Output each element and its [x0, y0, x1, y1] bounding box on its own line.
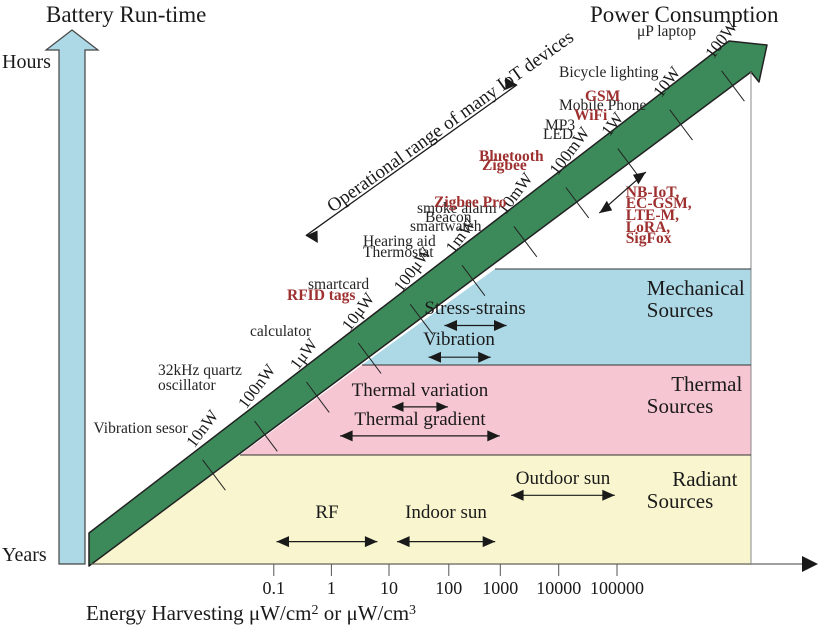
svg-text:Sources: Sources [647, 489, 714, 513]
svg-text:Radiant: Radiant [672, 467, 737, 491]
svg-text:1000: 1000 [482, 578, 518, 598]
svg-text:GSM: GSM [585, 88, 621, 105]
svg-text:0.1: 0.1 [263, 578, 286, 598]
svg-text:1: 1 [327, 578, 336, 598]
svg-text:Mechanical: Mechanical [647, 276, 745, 300]
svg-text:μP laptop: μP laptop [637, 23, 696, 40]
svg-text:smartwatch: smartwatch [410, 218, 482, 235]
svg-text:Thermostat: Thermostat [363, 244, 434, 261]
svg-text:oscillator: oscillator [158, 377, 217, 394]
svg-text:100: 100 [435, 578, 462, 598]
svg-text:RF: RF [315, 502, 338, 523]
svg-text:Outdoor sun: Outdoor sun [516, 468, 611, 489]
svg-text:Thermal variation: Thermal variation [352, 380, 489, 401]
svg-text:Battery Run-time: Battery Run-time [46, 2, 206, 27]
svg-text:Bicycle lighting: Bicycle lighting [559, 64, 659, 81]
svg-text:Vibration sesor: Vibration sesor [94, 420, 189, 437]
svg-text:Hours: Hours [2, 51, 51, 73]
svg-text:Energy Harvesting μW/cm2 or μW: Energy Harvesting μW/cm2 or μW/cm3 [86, 601, 416, 625]
svg-text:Stress-strains: Stress-strains [424, 298, 525, 319]
svg-text:LED: LED [543, 126, 573, 143]
svg-text:10: 10 [380, 578, 398, 598]
svg-text:Thermal gradient: Thermal gradient [354, 409, 486, 430]
svg-text:Sources: Sources [647, 394, 714, 418]
svg-text:100000: 100000 [590, 578, 644, 598]
svg-text:Sources: Sources [647, 298, 714, 322]
svg-text:calculator: calculator [250, 323, 312, 340]
svg-text:Years: Years [2, 544, 47, 566]
svg-text:Zigbee Pro: Zigbee Pro [434, 194, 507, 211]
svg-text:Indoor sun: Indoor sun [405, 502, 487, 523]
svg-text:Thermal: Thermal [671, 372, 742, 396]
svg-text:Vibration: Vibration [423, 329, 495, 350]
svg-text:WiFi: WiFi [574, 107, 608, 124]
svg-text:RFID tags: RFID tags [287, 287, 355, 304]
svg-text:Zigbee: Zigbee [482, 157, 527, 174]
svg-text:10000: 10000 [536, 578, 581, 598]
svg-text:SigFox: SigFox [626, 230, 672, 247]
